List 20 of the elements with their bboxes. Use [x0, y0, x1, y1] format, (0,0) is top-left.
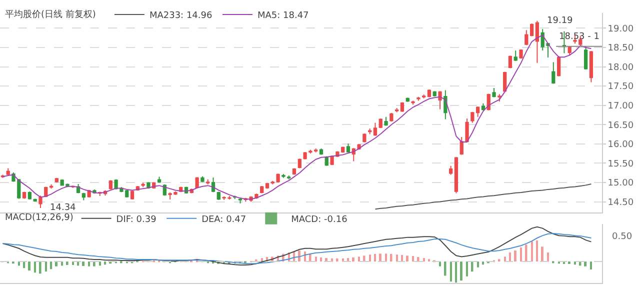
- annotation: 14.34: [50, 203, 76, 213]
- y-tick-label: 15.00: [608, 178, 634, 189]
- annotation: 19.19: [547, 16, 574, 26]
- y-tick-label: 19.00: [608, 24, 634, 34]
- legend-label: MA5: 18.47: [257, 11, 309, 22]
- chart-title: MACD(12,26,9): [5, 213, 74, 223]
- y-tick-label: 17.00: [608, 101, 634, 112]
- y-tick-label: 16.50: [608, 120, 634, 131]
- y-tick-label: 14.50: [608, 198, 634, 208]
- text: 0.50: [612, 232, 632, 242]
- y-tick-label: 17.50: [608, 82, 634, 92]
- legend-label: DIF: 0.39: [116, 214, 157, 225]
- y-tick-label: 18.50: [608, 44, 634, 54]
- legend-label: DEA: 0.47: [202, 214, 246, 225]
- y-tick-label: 18.00: [608, 62, 634, 73]
- legend-label: MACD: -0.16: [291, 214, 348, 225]
- legend-label: MA233: 14.96: [149, 11, 212, 22]
- y-tick-label: 15.50: [608, 159, 634, 170]
- y-tick-label: 16.00: [608, 140, 634, 150]
- chart-title: 平均股价(日线 前复权): [5, 9, 96, 20]
